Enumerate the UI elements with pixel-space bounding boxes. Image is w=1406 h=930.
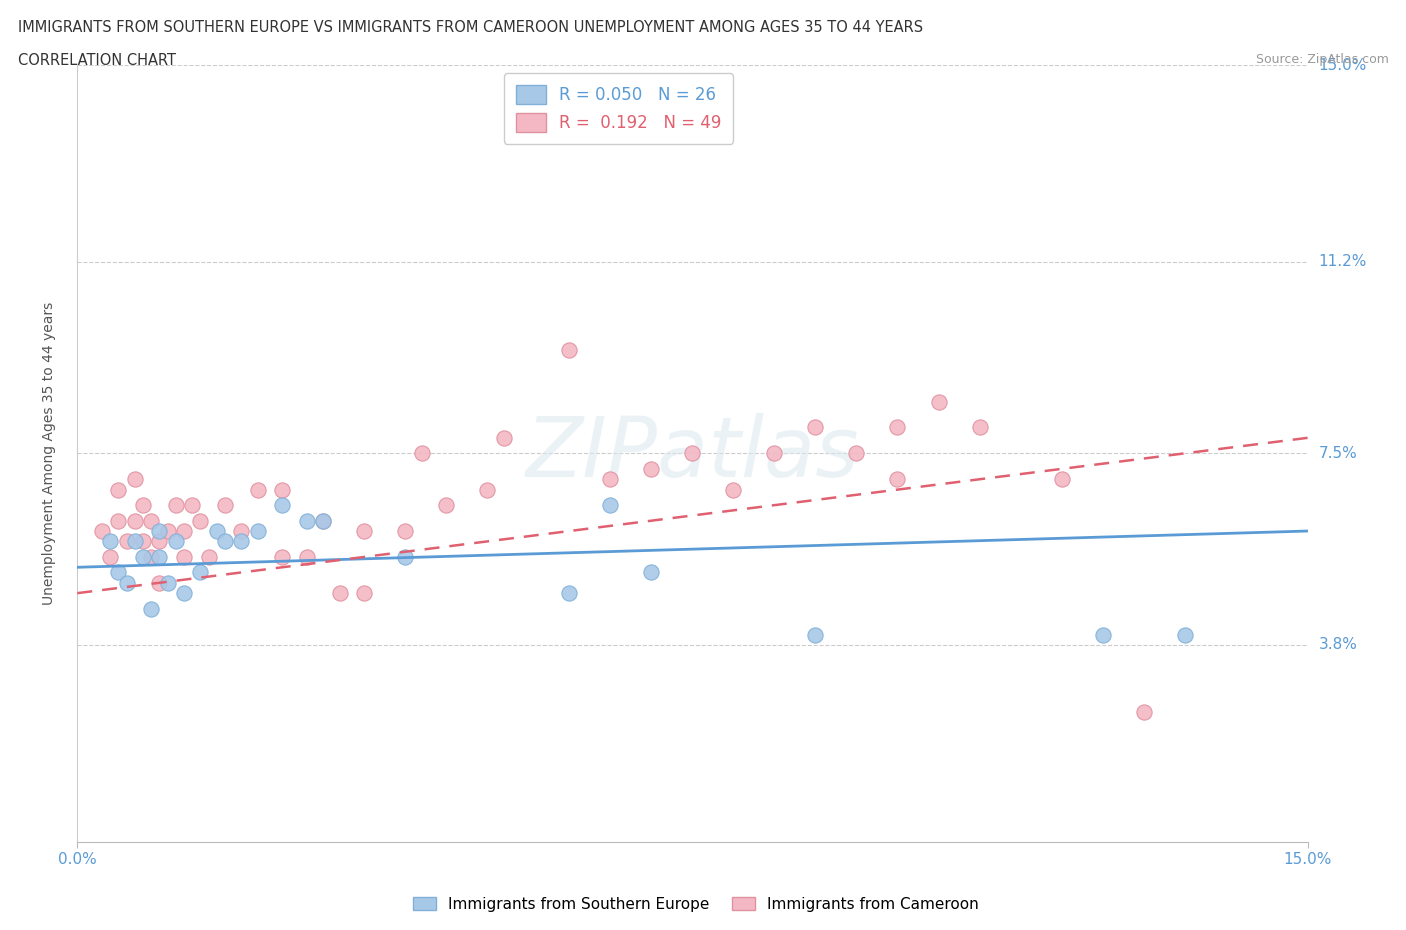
Text: IMMIGRANTS FROM SOUTHERN EUROPE VS IMMIGRANTS FROM CAMEROON UNEMPLOYMENT AMONG A: IMMIGRANTS FROM SOUTHERN EUROPE VS IMMIG… (18, 20, 924, 35)
Text: 3.8%: 3.8% (1319, 637, 1358, 653)
Point (436, 498, 458, 512)
Point (132, 498, 155, 512)
Point (353, 586, 375, 601)
Point (231, 534, 253, 549)
Point (845, 446, 868, 461)
Point (271, 498, 294, 512)
Point (312, 513, 335, 528)
Text: 15.0%: 15.0% (1319, 58, 1367, 73)
Point (98, 534, 121, 549)
Point (124, 513, 146, 528)
Point (188, 513, 212, 528)
Point (165, 534, 187, 549)
Point (156, 524, 179, 538)
Point (115, 534, 138, 549)
Point (148, 576, 170, 591)
Point (214, 498, 236, 512)
Point (886, 472, 908, 486)
Point (723, 482, 745, 497)
Point (394, 550, 416, 565)
Point (271, 550, 294, 565)
Point (148, 534, 170, 549)
Point (124, 472, 146, 486)
Point (107, 565, 129, 580)
Point (132, 550, 155, 565)
Point (969, 420, 991, 435)
Point (107, 482, 129, 497)
Point (1050, 472, 1073, 486)
Point (181, 498, 204, 512)
Point (477, 482, 499, 497)
Point (148, 524, 170, 538)
Point (231, 524, 253, 538)
Point (165, 498, 187, 512)
Point (132, 534, 155, 549)
Point (173, 550, 195, 565)
Point (205, 524, 228, 538)
Point (329, 586, 352, 601)
Point (173, 524, 195, 538)
Point (312, 513, 335, 528)
Text: CORRELATION CHART: CORRELATION CHART (18, 53, 176, 68)
Point (1132, 705, 1154, 720)
Point (98, 550, 121, 565)
Point (640, 565, 662, 580)
Y-axis label: Unemployment Among Ages 35 to 44 years: Unemployment Among Ages 35 to 44 years (42, 301, 56, 605)
Text: 11.2%: 11.2% (1319, 254, 1367, 270)
Point (1174, 627, 1197, 642)
Point (107, 513, 129, 528)
Point (763, 446, 786, 461)
Point (141, 513, 163, 528)
Point (271, 482, 294, 497)
Point (928, 394, 950, 409)
Point (411, 446, 433, 461)
Text: ZIPatlas: ZIPatlas (526, 413, 859, 494)
Point (156, 576, 179, 591)
Point (492, 431, 515, 445)
Point (148, 550, 170, 565)
Point (682, 446, 704, 461)
Point (599, 498, 621, 512)
Text: Source: ZipAtlas.com: Source: ZipAtlas.com (1256, 53, 1389, 66)
Point (90, 524, 114, 538)
Text: 7.5%: 7.5% (1319, 445, 1357, 461)
Point (173, 586, 195, 601)
Point (141, 550, 163, 565)
Point (188, 565, 212, 580)
Point (886, 420, 908, 435)
Point (214, 534, 236, 549)
Point (804, 627, 827, 642)
Point (558, 586, 581, 601)
Legend: Immigrants from Southern Europe, Immigrants from Cameroon: Immigrants from Southern Europe, Immigra… (406, 890, 986, 918)
Point (599, 472, 621, 486)
Point (640, 461, 662, 476)
Point (246, 482, 269, 497)
Point (124, 534, 146, 549)
Point (804, 420, 827, 435)
Legend: R = 0.050   N = 26, R =  0.192   N = 49: R = 0.050 N = 26, R = 0.192 N = 49 (505, 73, 733, 143)
Point (1091, 627, 1114, 642)
Point (141, 602, 163, 617)
Point (295, 513, 318, 528)
Point (197, 550, 219, 565)
Point (246, 524, 269, 538)
Point (353, 524, 375, 538)
Point (558, 342, 581, 357)
Point (394, 524, 416, 538)
Point (115, 576, 138, 591)
Point (295, 550, 318, 565)
